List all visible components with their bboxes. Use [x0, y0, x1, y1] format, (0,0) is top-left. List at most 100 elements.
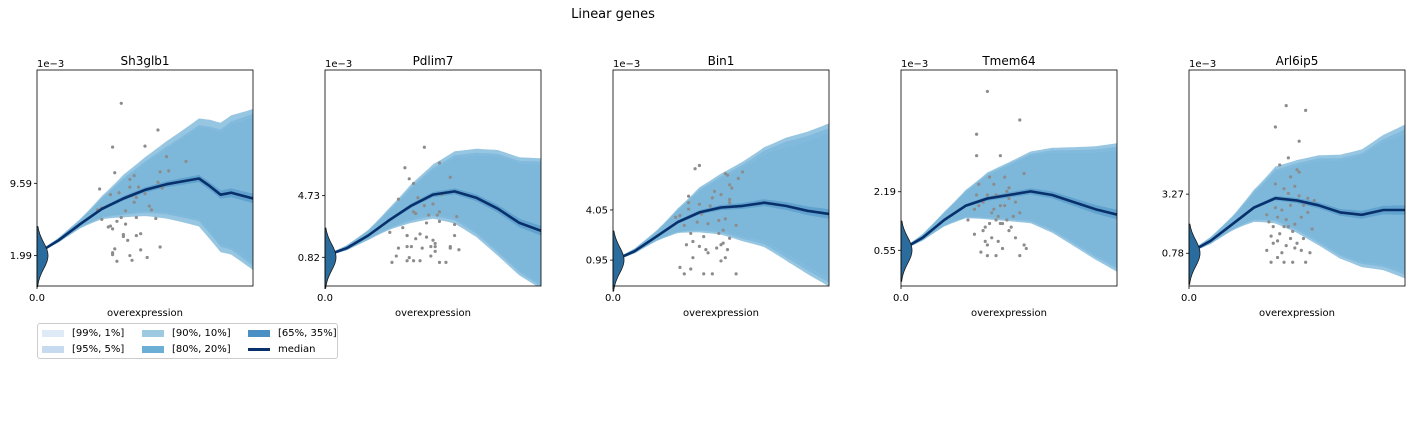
data-point: [139, 232, 143, 236]
data-point: [710, 196, 714, 200]
legend-label-median: median: [278, 344, 316, 355]
figure-title: Linear genes: [571, 7, 655, 22]
data-point: [975, 132, 979, 136]
legend-item-65: [65%, 35%]: [248, 327, 337, 340]
data-point: [730, 186, 734, 190]
data-point: [130, 258, 134, 262]
chart-panel-2: Bin1 1e−3 0.95 4.05 0.0 overexpression: [586, 54, 830, 319]
data-point: [682, 272, 686, 276]
data-point: [1286, 191, 1290, 196]
data-point: [682, 223, 686, 227]
data-point: [433, 241, 437, 246]
median-line: [325, 190, 541, 258]
data-point: [437, 260, 442, 264]
x-axis-label: overexpression: [1259, 308, 1335, 319]
data-point: [184, 159, 188, 163]
data-point: [1022, 243, 1026, 247]
chart-panel-4: Arl6ip5 1e−3 0.78 3.27 0.0 overexpression: [1162, 54, 1406, 319]
panel-title: Tmem64: [981, 54, 1035, 68]
data-point: [1282, 260, 1286, 264]
data-point: [411, 181, 416, 186]
axes-frame: [1188, 69, 1406, 287]
data-point: [975, 154, 979, 158]
data-point: [1286, 225, 1290, 229]
legend-swatch-95: [42, 346, 64, 353]
data-point: [1000, 246, 1005, 251]
data-point: [154, 216, 158, 221]
chart-panel-0: Sh3glb1 1e−3 1.99 9.59 0.0 overexpression: [10, 54, 254, 319]
data-point: [994, 254, 998, 258]
data-point: [448, 175, 452, 179]
data-point: [407, 177, 411, 181]
legend-label-90: [90%, 10%]: [172, 328, 231, 339]
data-point: [1275, 215, 1280, 219]
x-axis-label: overexpression: [683, 308, 759, 319]
data-point: [158, 245, 162, 249]
data-point: [1282, 187, 1286, 191]
data-point: [1013, 236, 1018, 240]
data-point: [123, 209, 128, 213]
data-point: [1269, 234, 1273, 238]
data-point: [1293, 246, 1297, 250]
data-point: [444, 260, 448, 264]
data-point: [977, 182, 981, 186]
data-point: [1007, 196, 1011, 201]
data-point: [139, 248, 143, 252]
data-point: [424, 221, 429, 225]
data-point: [396, 246, 401, 250]
data-point: [1301, 203, 1306, 207]
data-point: [418, 232, 422, 236]
y-tick-label: 0.78: [1162, 249, 1184, 260]
data-point: [715, 246, 719, 250]
data-point: [429, 244, 433, 249]
data-point: [433, 244, 437, 249]
legend-swatch-65: [248, 330, 270, 337]
data-point: [1288, 175, 1293, 179]
data-point: [990, 211, 994, 215]
data-point: [704, 247, 708, 252]
data-point: [684, 243, 689, 247]
legend-label-65: [65%, 35%]: [278, 328, 337, 339]
data-point: [147, 204, 151, 208]
chart-panel-1: Pdlim7 1e−3 0.82 4.73 0.0 overexpression: [298, 54, 542, 319]
data-point: [401, 226, 405, 230]
data-point: [736, 176, 740, 181]
uncertainty-band-3: [901, 143, 1117, 272]
data-point: [1297, 194, 1301, 198]
data-point: [98, 187, 102, 191]
data-point: [1278, 232, 1282, 236]
data-point: [1291, 260, 1295, 264]
panel-plot-area: [1189, 104, 1405, 279]
data-point: [983, 225, 987, 229]
data-point: [741, 170, 745, 174]
axes-frame: [36, 69, 254, 287]
x-tick-label: 0.0: [29, 293, 45, 304]
data-point: [728, 236, 732, 240]
legend: [99%, 1%] [95%, 5%] [90%, 10%] [80%, 20%…: [37, 323, 338, 359]
data-point: [158, 170, 162, 174]
panel-title: Bin1: [708, 54, 735, 68]
data-point: [725, 247, 730, 252]
data-point: [1271, 225, 1275, 229]
y-scale-label: 1e−3: [325, 59, 352, 70]
y-scale-label: 1e−3: [901, 59, 928, 70]
uncertainty-band-65: [325, 188, 541, 257]
data-point: [697, 163, 702, 168]
data-point: [1284, 104, 1288, 108]
data-point: [981, 229, 985, 233]
data-point: [979, 250, 983, 254]
data-point: [1308, 251, 1312, 255]
data-point: [420, 246, 424, 250]
legend-item-90: [90%, 10%]: [142, 327, 231, 340]
data-point: [996, 239, 1000, 243]
y-scale-label: 1e−3: [613, 59, 640, 70]
data-point: [678, 265, 682, 269]
data-point: [437, 210, 442, 214]
data-point: [388, 230, 392, 234]
data-point: [1007, 229, 1011, 233]
data-point: [1269, 260, 1273, 264]
data-point: [405, 233, 409, 238]
y-tick-label: 9.59: [10, 179, 32, 190]
data-point: [431, 202, 435, 206]
data-point: [985, 193, 990, 197]
